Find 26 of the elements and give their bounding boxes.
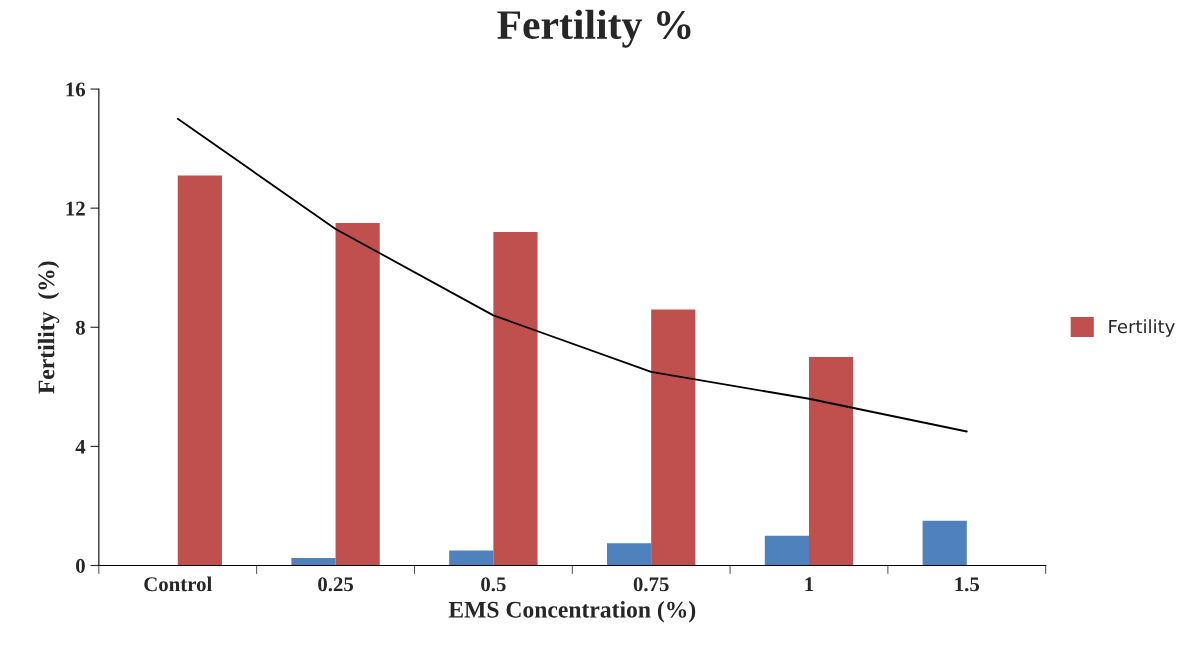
y-tick-label: 8 bbox=[75, 320, 85, 335]
bar bbox=[651, 309, 696, 566]
line-series bbox=[176, 117, 968, 433]
x-tick-label: 0.25 bbox=[318, 577, 354, 592]
x-axis-title: EMS Concentration (%) bbox=[448, 601, 696, 623]
x-tick-label: 0.5 bbox=[481, 577, 506, 592]
y-tick-label: 16 bbox=[66, 82, 86, 97]
x-tick-label: 1.5 bbox=[955, 577, 980, 592]
bar bbox=[335, 223, 380, 566]
bar bbox=[291, 558, 336, 566]
bar bbox=[922, 520, 967, 566]
bar bbox=[808, 357, 854, 566]
x-tick-label: Control bbox=[144, 576, 212, 592]
y-tick-label: 4 bbox=[75, 439, 86, 454]
y-axis-title: Fertility (%) bbox=[37, 261, 60, 394]
y-tick-label: 12 bbox=[66, 201, 85, 216]
y-tick-label: 0 bbox=[76, 558, 85, 573]
bar bbox=[177, 175, 222, 566]
bar bbox=[764, 535, 809, 566]
bar bbox=[606, 543, 652, 566]
chart-title: Fertility % bbox=[497, 9, 691, 48]
x-tick-label: 0.75 bbox=[633, 577, 669, 592]
legend-label: Fertility bbox=[1109, 319, 1175, 337]
bar bbox=[493, 231, 538, 566]
bar bbox=[449, 550, 494, 566]
x-tick-label: 1 bbox=[805, 577, 814, 592]
